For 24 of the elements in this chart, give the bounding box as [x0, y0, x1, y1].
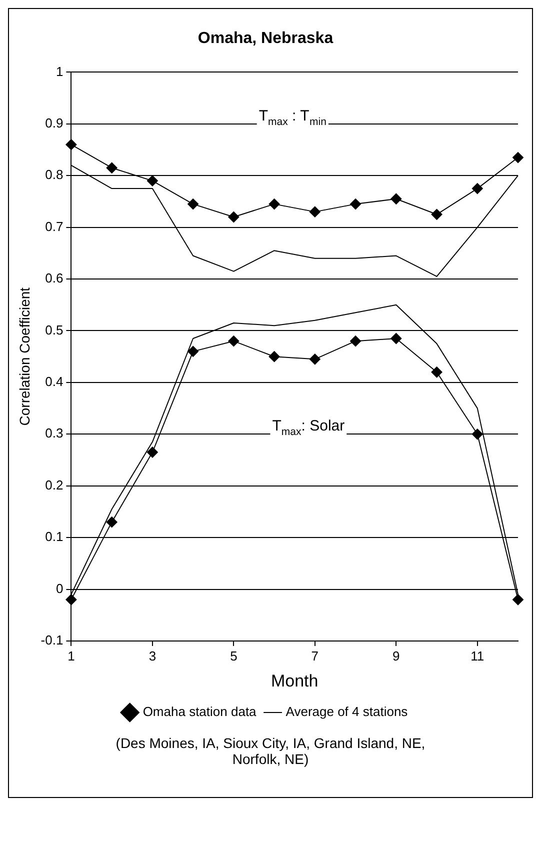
y-axis-title: Correlation Coefficient — [16, 287, 32, 426]
text: (Des Moines, IA, Sioux City, IA, Grand Island, NE, Norfolk, NE) — [114, 734, 426, 769]
y-tick-label: 0.5 — [45, 322, 64, 338]
y-tick-label: -0.1 — [40, 632, 64, 648]
y-tick-label: 0.3 — [45, 426, 64, 441]
y-tick-label: 0.9 — [45, 115, 64, 130]
y-tick-label: 0.6 — [45, 270, 64, 286]
x-tick-label: 7 — [311, 648, 319, 664]
x-tick-label: 3 — [148, 648, 156, 664]
legend-label: Omaha station data — [142, 704, 258, 720]
chart-title: Omaha, Nebraska — [198, 30, 334, 48]
y-tick-label: 0.2 — [45, 477, 64, 492]
y-tick-label: 0.8 — [45, 167, 64, 182]
legend-label: Average of 4 stations — [286, 704, 408, 720]
x-tick-label: 1 — [68, 648, 75, 664]
y-tick-label: 1 — [56, 64, 64, 79]
x-tick-label: 9 — [392, 648, 400, 664]
x-axis-title: Month — [270, 671, 318, 690]
x-tick-label: 11 — [470, 648, 484, 664]
y-tick-label: 0 — [56, 580, 64, 596]
y-tick-label: 0.4 — [45, 374, 64, 390]
x-tick-label: 5 — [230, 648, 238, 664]
y-tick-label: 0.1 — [45, 529, 64, 544]
y-tick-label: 0.7 — [45, 218, 64, 234]
